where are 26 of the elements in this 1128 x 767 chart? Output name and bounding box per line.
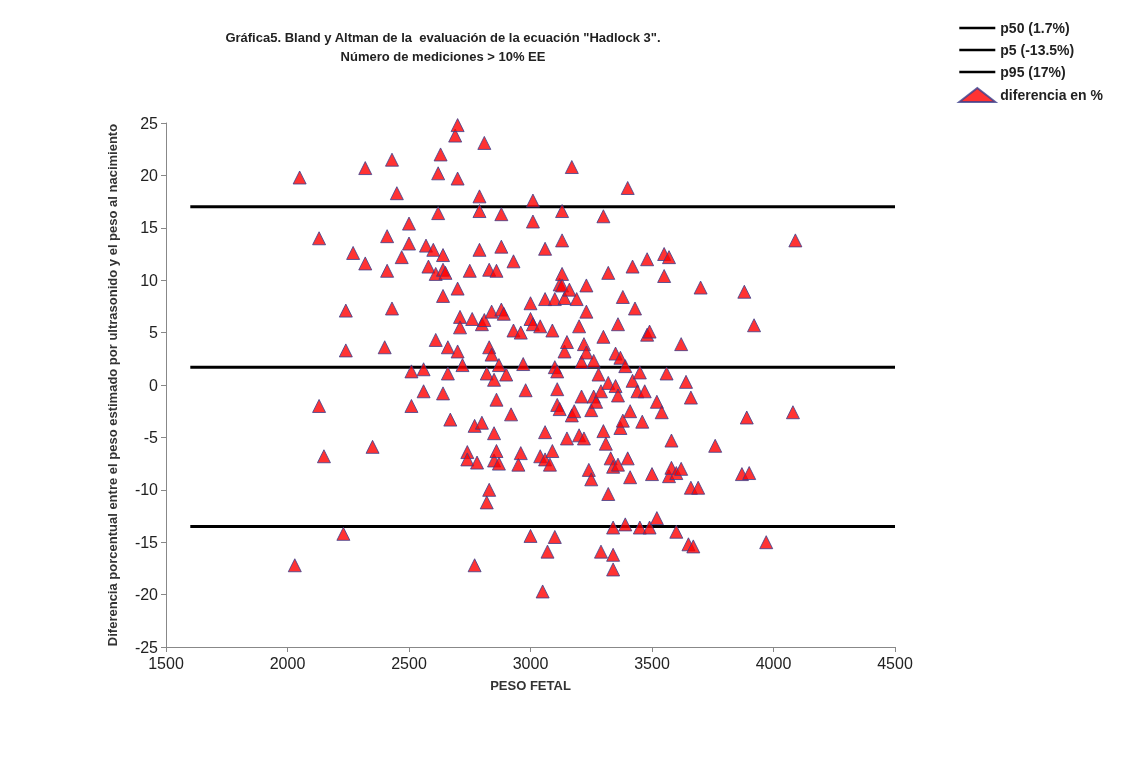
y-tick-label: -5 <box>143 428 159 446</box>
chart-subtitle: Número de mediciones > 10% EE <box>340 49 546 64</box>
x-axis-title: PESO FETAL <box>490 678 571 693</box>
y-tick-label: 20 <box>140 166 159 184</box>
legend-label: p5 (-13.5%) <box>1000 42 1075 58</box>
y-tick-label: -10 <box>134 481 159 499</box>
legend-label: p50 (1.7%) <box>1000 20 1070 36</box>
x-tick-label: 2500 <box>391 654 427 672</box>
y-tick-label: -20 <box>134 586 159 604</box>
y-tick-label: 0 <box>149 376 159 394</box>
y-tick-label: 15 <box>140 219 159 237</box>
x-tick-label: 1500 <box>148 654 184 672</box>
legend-label: diferencia en % <box>1000 87 1104 103</box>
y-tick-label: 10 <box>140 271 159 289</box>
y-tick-label: -15 <box>134 533 159 551</box>
legend-label: p95 (17%) <box>1000 64 1066 80</box>
y-axis-title: Diferencia porcentual entre el peso estimado por ultrasonido y el peso al nacimiento <box>105 123 120 647</box>
x-tick-label: 3000 <box>512 654 549 672</box>
x-tick-label: 3500 <box>634 654 670 672</box>
x-tick-label: 2000 <box>269 654 306 672</box>
x-tick-label: 4000 <box>755 654 792 672</box>
y-tick-label: 5 <box>149 324 159 342</box>
chart-title: Gráfica5. Bland y Altman de la evaluación de la ecuación "Hadlock 3". <box>225 30 661 45</box>
x-tick-label: 4500 <box>877 654 913 672</box>
y-tick-label: 25 <box>140 114 159 132</box>
y-tick-label: -25 <box>134 638 159 656</box>
